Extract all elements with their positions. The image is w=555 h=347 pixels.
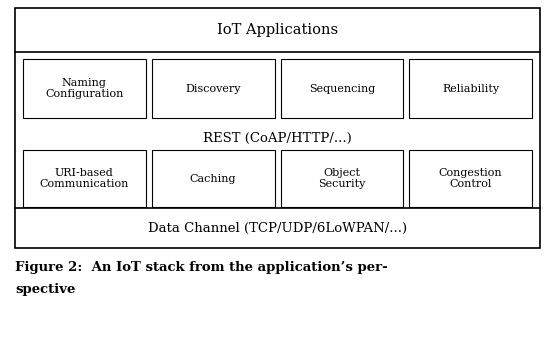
Bar [280, 59, 403, 118]
Text: Congestion
Control: Congestion Control [439, 168, 502, 189]
Bar [409, 59, 532, 118]
Text: URI-based
Communication: URI-based Communication [40, 168, 129, 189]
Bar [152, 59, 275, 118]
Text: Object
Security: Object Security [318, 168, 366, 189]
Bar [15, 8, 540, 248]
Bar [152, 150, 275, 207]
Bar [23, 150, 146, 207]
Bar [280, 150, 403, 207]
Bar [23, 59, 146, 118]
Text: spective: spective [15, 283, 75, 296]
Text: IoT Applications: IoT Applications [217, 23, 338, 37]
Text: REST (CoAP/HTTP/...): REST (CoAP/HTTP/...) [203, 132, 352, 144]
Text: Data Channel (TCP/UDP/6LoWPAN/...): Data Channel (TCP/UDP/6LoWPAN/...) [148, 221, 407, 235]
Text: Naming
Configuration: Naming Configuration [45, 78, 124, 99]
Bar [409, 150, 532, 207]
Text: Figure 2:  An IoT stack from the application’s per-: Figure 2: An IoT stack from the applicat… [15, 262, 388, 274]
Text: Discovery: Discovery [185, 84, 241, 93]
Text: Sequencing: Sequencing [309, 84, 375, 93]
Text: Caching: Caching [190, 174, 236, 184]
Text: Reliability: Reliability [442, 84, 499, 93]
